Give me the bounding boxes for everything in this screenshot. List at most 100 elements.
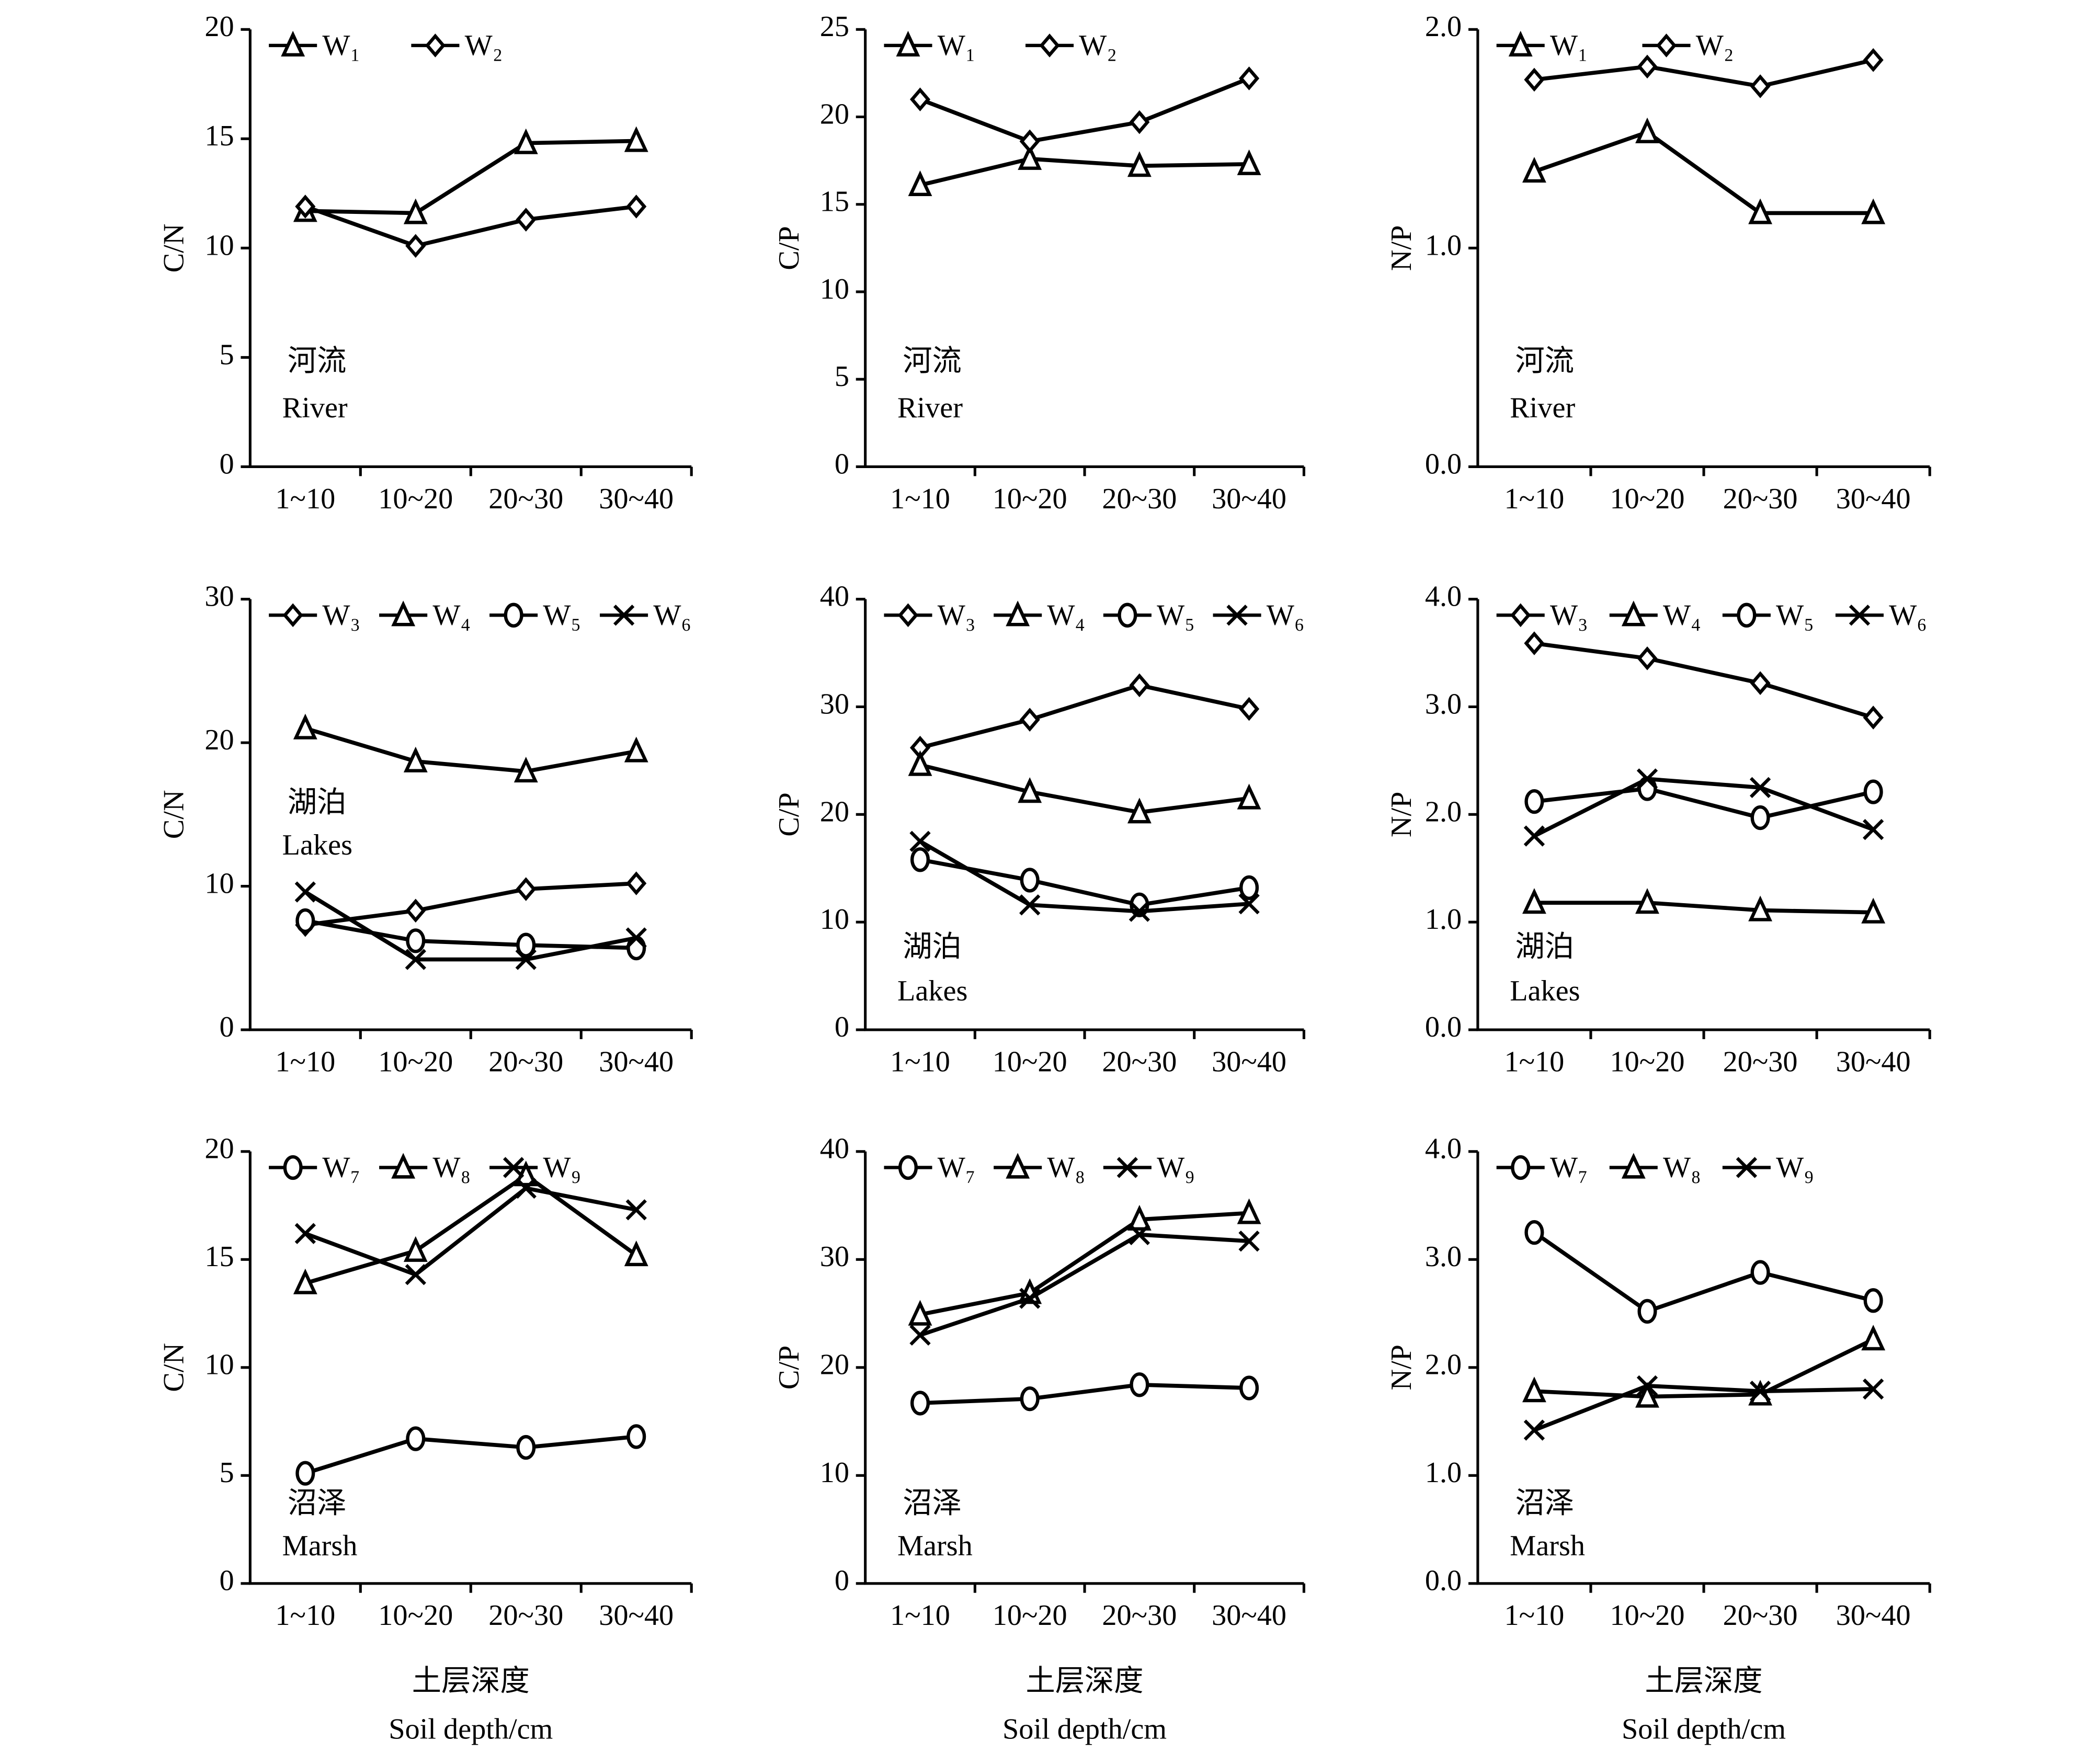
marker [1636,768,1658,790]
marker [403,746,428,772]
y-tick-label: 4.0 [1425,1133,1462,1165]
marker [1129,1224,1150,1245]
x-tick-label: 30~40 [1836,1599,1911,1632]
legend-marker [1621,600,1646,627]
y-tick-label: 1.0 [1425,903,1462,936]
marker [1237,783,1261,810]
y-tick-label: 4.0 [1425,581,1462,613]
x-tick-label: 20~30 [1723,1045,1798,1078]
annotation: 湖泊 [288,786,347,818]
y-tick-label: 10 [204,1349,234,1381]
annotation: River [1510,392,1575,424]
y-tick-label: 10 [204,229,234,261]
y-tick-label: 0 [220,1565,234,1597]
legend-label: W₂ [1079,29,1117,62]
y-tick-label: 15 [204,1241,234,1273]
panel: 0 10 20 30 40 1~10 10~20 20~30 30~40 C/P 湖泊 Lakes W₃… [773,581,1305,1078]
marker [1637,54,1658,79]
marker [908,750,932,776]
panel: 0 10 20 30 1~10 10~20 20~30 30~40 C/N 湖泊 Lakes W₃ W₄… [158,581,693,1078]
legend-marker [1737,602,1757,628]
legend-label: W₉ [1776,1151,1814,1183]
y-tick-label: 2.0 [1425,1349,1462,1381]
y-tick-label: 20 [820,98,849,130]
x-tick-label: 1~10 [890,1045,950,1078]
legend-marker [504,602,523,628]
legend-label: W₆ [1267,599,1305,631]
x-axis-label: 土层深度 [1645,1665,1763,1697]
marker [1018,144,1042,170]
series-line [304,204,637,248]
marker [516,877,537,901]
series-line [305,918,636,950]
marker [1129,673,1150,698]
x-tick-label: 20~30 [1102,1045,1177,1078]
x-tick-label: 20~30 [488,1599,563,1632]
series-line [1533,777,1874,838]
y-tick-label: 25 [820,10,849,43]
marker [1129,901,1150,922]
series-line [304,890,637,962]
legend-marker [1849,605,1871,626]
x-tick-label: 10~20 [1610,1599,1685,1632]
x-tick-label: 10~20 [378,483,453,515]
marker [1750,74,1771,98]
marker [1524,631,1545,655]
x-tick-label: 20~30 [1102,483,1177,515]
x-tick-label: 10~20 [1610,1045,1685,1078]
marker [1239,66,1260,90]
marker [1127,151,1152,177]
marker [1523,1419,1545,1441]
legend-marker [282,603,303,628]
series-line [1534,787,1874,820]
series-line [1534,1337,1874,1399]
annotation: 沼泽 [1515,1487,1574,1519]
marker [1237,149,1261,175]
marker [1019,708,1040,732]
x-axis-label: 土层深度 [412,1665,530,1697]
marker [1750,805,1770,830]
marker [1019,894,1041,916]
marker [1635,888,1659,914]
x-tick-label: 1~10 [890,483,950,515]
panel: 0 10 20 30 40 1~10 10~20 20~30 30~40 C/P 沼泽 Marsh 土层… [773,1133,1305,1746]
marker [626,871,647,895]
marker [624,736,648,762]
marker [1750,1260,1770,1285]
axes [864,599,1304,1031]
annotation: Lakes [1510,975,1580,1007]
x-tick-label: 10~20 [1610,483,1685,515]
marker [1636,1375,1658,1397]
annotation: River [897,392,963,424]
marker [1863,1288,1883,1313]
y-tick-label: 2.0 [1425,795,1462,828]
y-tick-label: 1.0 [1425,1456,1462,1489]
marker [1748,198,1773,224]
annotation: Lakes [897,975,967,1007]
annotation: 河流 [1515,345,1574,377]
legend-marker [896,30,920,57]
marker [1863,705,1884,730]
marker [1522,1376,1546,1403]
x-tick-label: 1~10 [1505,483,1565,515]
marker [1019,129,1040,154]
legend-label: W₃ [322,599,360,631]
legend-label: W₉ [543,1151,581,1183]
marker [295,908,315,934]
axes [1476,599,1930,1031]
y-tick-label: 5 [220,1456,234,1489]
marker [1523,825,1545,847]
panel: 0 5 10 15 20 1~10 10~20 20~30 30~40 C/N 河流 River W₁ W… [158,10,693,515]
x-tick-label: 30~40 [1212,1045,1286,1078]
series-line [1534,641,1874,720]
series-line [304,726,637,773]
y-tick-label: 30 [204,581,234,613]
series-line [1533,1231,1874,1314]
marker [626,195,647,219]
y-tick-label: 3.0 [1425,688,1462,720]
legend-label: W₄ [432,599,471,631]
legend-label: W₈ [432,1151,471,1183]
marker [1748,895,1773,921]
marker [910,847,930,872]
x-tick-label: 20~30 [1723,483,1798,515]
